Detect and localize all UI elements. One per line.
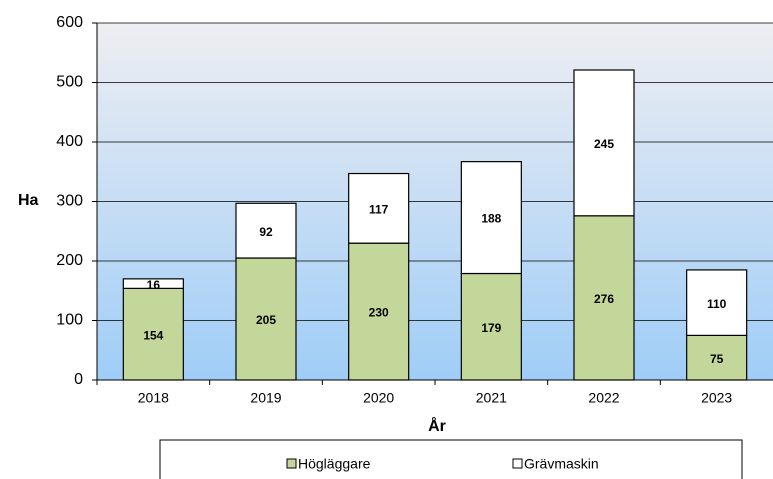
x-tick-label: 2022	[588, 390, 619, 406]
legend-swatch	[512, 458, 523, 469]
value-label: 188	[481, 212, 501, 226]
value-label: 75	[710, 352, 724, 366]
x-tick-label: 2023	[701, 390, 732, 406]
value-label: 179	[481, 321, 501, 335]
bar-segment	[460, 161, 522, 275]
legend-label: Högläggare	[298, 456, 371, 472]
value-label: 276	[594, 292, 614, 306]
y-tick-label: 100	[56, 312, 83, 329]
value-label: 154	[143, 328, 163, 342]
bar-segment	[235, 202, 297, 259]
x-axis-label: År	[428, 416, 446, 435]
value-label: 230	[369, 306, 389, 320]
bar-segment	[460, 272, 522, 381]
y-tick-label: 200	[56, 252, 83, 269]
value-label: 110	[707, 297, 727, 311]
bar-segment	[573, 215, 635, 381]
x-tick-label: 2021	[476, 390, 507, 406]
y-tick-label: 300	[56, 193, 83, 210]
bar-segment	[348, 242, 410, 381]
x-tick-label: 2018	[138, 390, 169, 406]
x-tick-label: 2020	[363, 390, 394, 406]
y-axis-label: Ha	[18, 192, 39, 209]
bar-segment	[122, 278, 184, 289]
legend-label: Grävmaskin	[524, 456, 599, 472]
x-tick-label: 2019	[250, 390, 281, 406]
value-label: 245	[594, 137, 614, 151]
legend-swatch	[286, 458, 297, 469]
bar-segment	[573, 69, 635, 217]
value-label: 205	[256, 313, 276, 327]
bar-segment	[686, 334, 748, 381]
bar-segment	[686, 269, 748, 336]
y-tick-label: 0	[74, 371, 83, 388]
value-label: 92	[259, 225, 273, 239]
y-tick-label: 400	[56, 133, 83, 150]
value-label: 117	[369, 203, 389, 217]
y-tick-label: 600	[56, 14, 83, 31]
bar-segment	[348, 172, 410, 244]
y-tick-label: 500	[56, 74, 83, 91]
value-label: 16	[147, 278, 161, 292]
legend	[159, 439, 743, 479]
